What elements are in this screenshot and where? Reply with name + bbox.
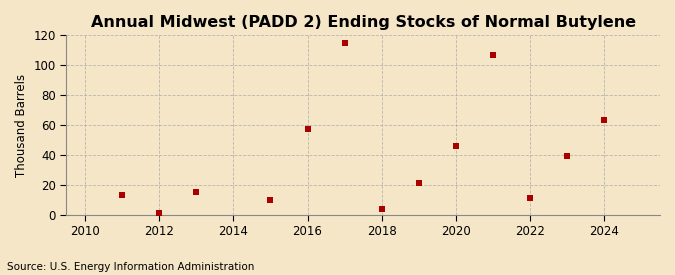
Point [562, 154, 572, 158]
Point [377, 207, 387, 211]
Title: Annual Midwest (PADD 2) Ending Stocks of Normal Butylene: Annual Midwest (PADD 2) Ending Stocks of… [90, 15, 636, 30]
Point [599, 118, 610, 123]
Point [340, 41, 350, 45]
Text: Source: U.S. Energy Information Administration: Source: U.S. Energy Information Administ… [7, 262, 254, 272]
Point [450, 144, 461, 148]
Y-axis label: Thousand Barrels: Thousand Barrels [15, 73, 28, 177]
Point [191, 190, 202, 194]
Point [302, 127, 313, 132]
Point [487, 53, 498, 57]
Point [265, 197, 276, 202]
Point [524, 196, 535, 200]
Point [413, 181, 424, 185]
Point [117, 193, 128, 197]
Point [154, 211, 165, 215]
